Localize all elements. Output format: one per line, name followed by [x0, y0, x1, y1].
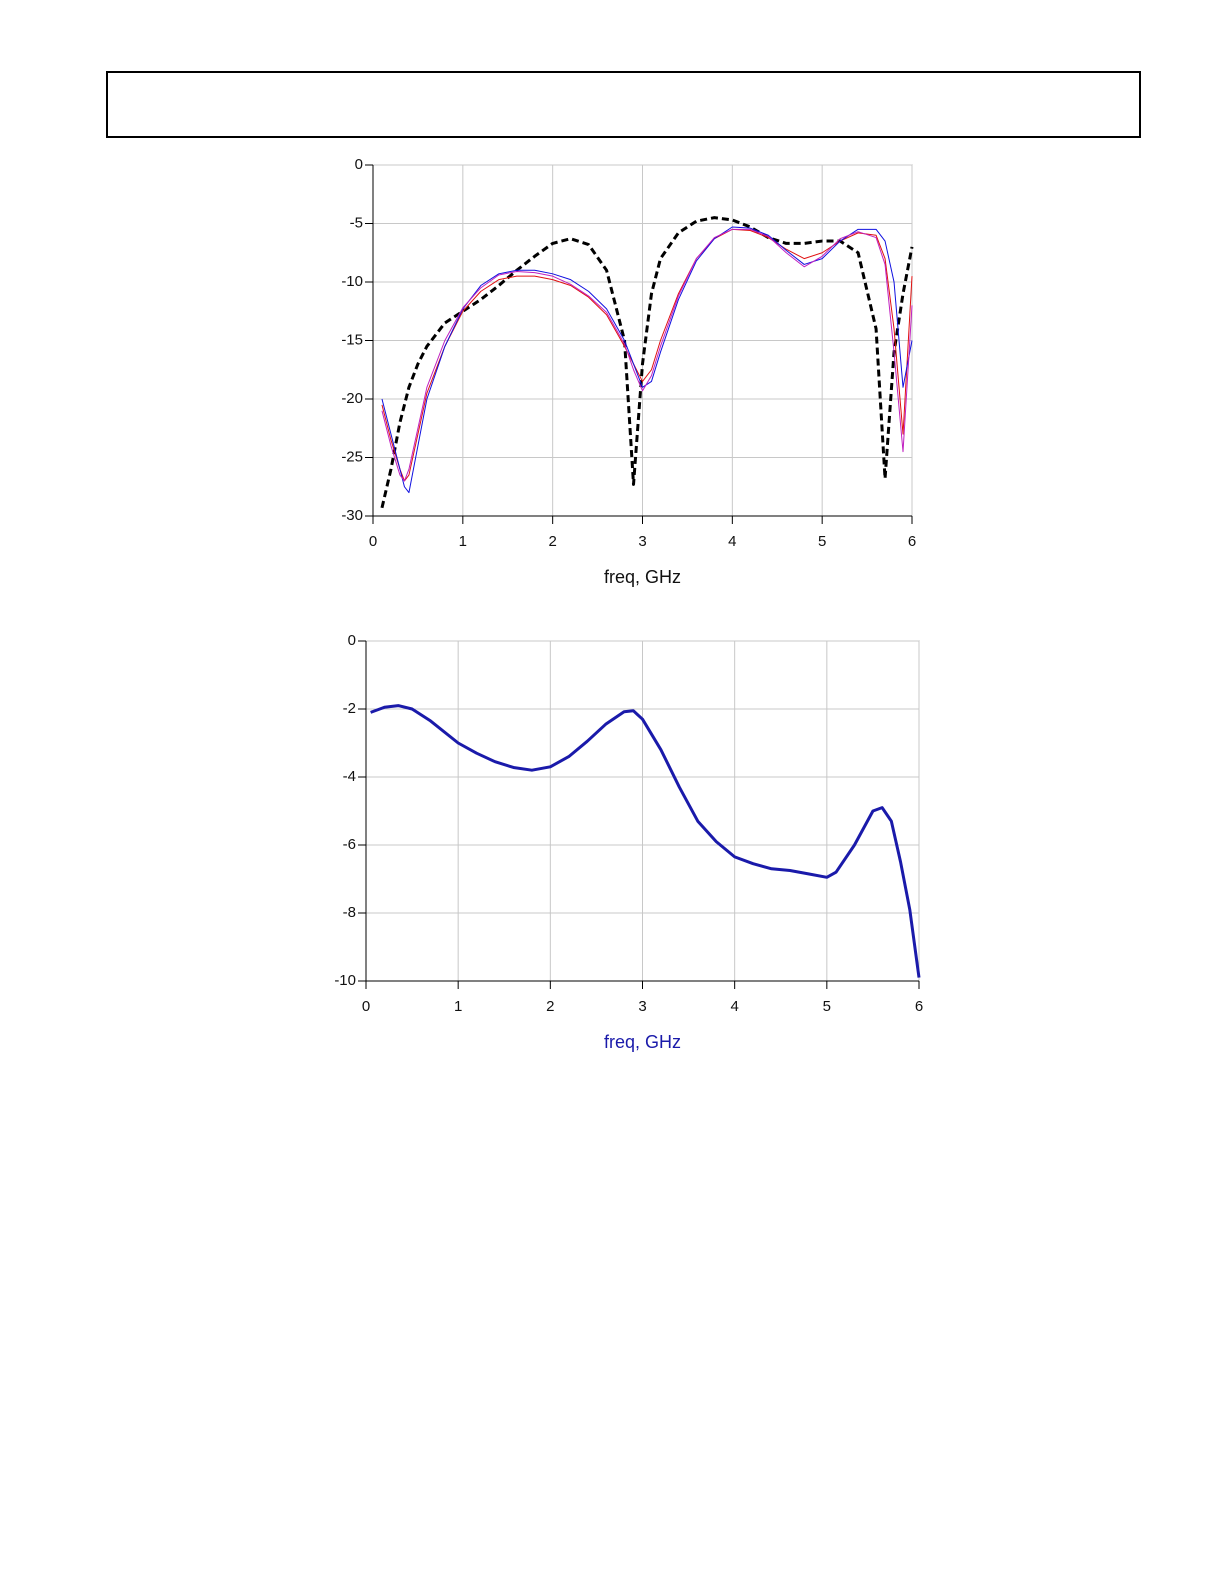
y-tick-label: -8: [343, 904, 356, 921]
y-tick-label: -30: [341, 507, 363, 524]
y-tick-label: -25: [341, 448, 363, 465]
x-tick-label: 4: [730, 998, 738, 1015]
x-tick-label: 4: [728, 533, 736, 550]
y-tick-label: -2: [343, 700, 356, 717]
x-tick-label: 2: [546, 998, 554, 1015]
y-tick-label: -5: [350, 214, 363, 231]
x-tick-label: 5: [818, 533, 826, 550]
x-tick-label: 0: [369, 533, 377, 550]
x-tick-label: 3: [638, 998, 646, 1015]
x-tick-label: 6: [908, 533, 916, 550]
header-box: [106, 71, 1141, 138]
y-tick-label: -10: [334, 972, 356, 989]
x-tick-label: 5: [823, 998, 831, 1015]
series-line: [381, 228, 913, 482]
y-tick-label: -6: [343, 836, 356, 853]
x-tick-label: 0: [362, 998, 370, 1015]
x-axis-label: freq, GHz: [604, 567, 681, 587]
x-tick-label: 1: [454, 998, 462, 1015]
x-axis-label: freq, GHz: [604, 1032, 681, 1052]
x-tick-label: 3: [638, 533, 646, 550]
y-tick-label: -4: [343, 768, 356, 785]
series-line: [380, 216, 914, 509]
series-line: [381, 226, 913, 494]
x-tick-label: 1: [459, 533, 467, 550]
y-tick-label: 0: [355, 156, 363, 173]
series-line: [381, 228, 913, 482]
x-tick-label: 6: [915, 998, 923, 1015]
y-tick-label: -15: [341, 331, 363, 348]
y-tick-label: 0: [348, 632, 356, 649]
y-tick-label: -20: [341, 390, 363, 407]
y-tick-label: -10: [341, 273, 363, 290]
series-line: [370, 704, 921, 978]
x-tick-label: 2: [548, 533, 556, 550]
